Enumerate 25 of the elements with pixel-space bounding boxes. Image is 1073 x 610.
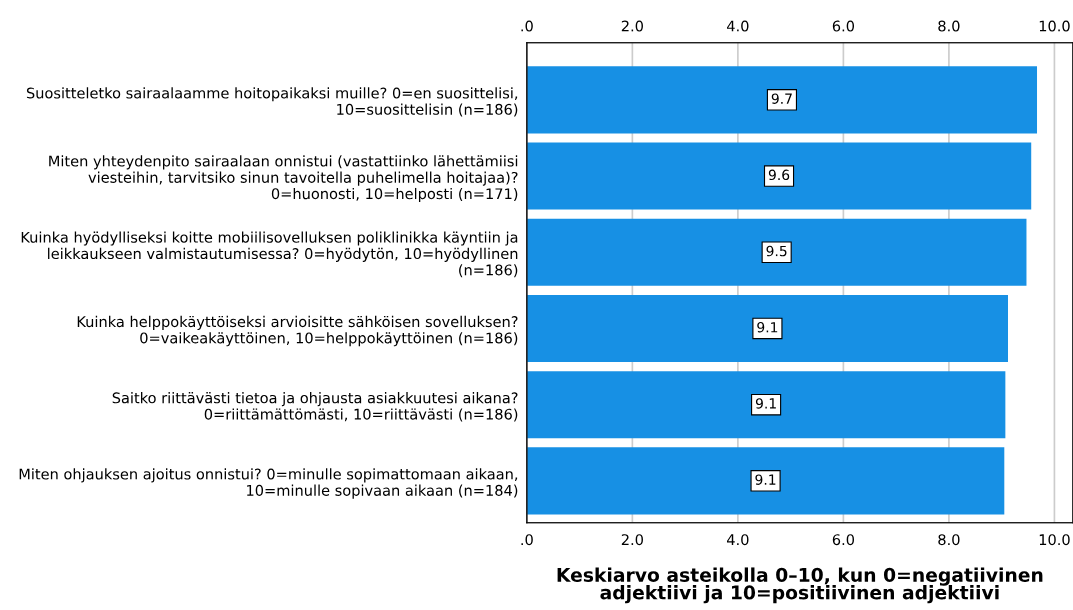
x2-tick-label: 6.0 (832, 20, 855, 32)
y-tick-label: Suositteletko sairaalaamme hoitopaikaksi muille? 0=en suosittelisi, 10=suosittelisin (n=186) (26, 87, 518, 117)
y-tick-label: Miten ohjauksen ajoitus onnistui? 0=minulle sopimattomaan aikaan, 10=minulle sopivaan aikaan (n=184) (19, 468, 518, 499)
data-label: 9.5 (766, 245, 787, 257)
data-label: 9.6 (768, 169, 790, 181)
x-tick-label: 8.0 (938, 534, 960, 546)
x2-tick-label: 2.0 (621, 20, 643, 32)
x2-tick-label: 8.0 (938, 20, 960, 32)
x2-tick-label: .0 (521, 20, 533, 32)
x-tick-label: 6.0 (832, 534, 855, 546)
data-label: 9.1 (755, 474, 776, 485)
y-tick-label: Saitko riittävästi tietoa ja ohjausta asiakkuutesi aikana? 0=riittämättömästi, 10=riittävästi (n=186) (112, 392, 518, 422)
x2-tick-label: 10.0 (1039, 20, 1070, 32)
x-tick-label: 4.0 (726, 534, 749, 546)
x-axis-title: Keskiarvo asteikolla 0–10, kun 0=negatiivinen adjektiivi ja 10=positiivinen adjektiivi (557, 567, 1043, 604)
data-label: 9.1 (757, 321, 778, 333)
data-label: 9.1 (755, 398, 776, 409)
y-tick-label: Miten yhteydenpito sairaalaan onnistui (vastattiinko lähettämiisi viesteihin, tarvitsiko sinun tavoitella puhelimella hoitajaa)? 0=huonosti, 10=helposti (n=171) (49, 155, 518, 203)
y-tick-label: Kuinka hyödylliseksi koitte mobiilisovelluksen poliklinikka käyntiin ja leikkaukseen valmistautumisessa? 0=hyödytön, 10=hyödyllinen (n=186) (21, 231, 518, 278)
x2-tick-label: 4.0 (726, 20, 749, 32)
data-label: 9.7 (771, 93, 792, 104)
x-tick-label: 2.0 (621, 534, 643, 546)
x-tick-label: .0 (521, 534, 533, 546)
x-tick-label: 10.0 (1039, 534, 1070, 546)
y-tick-label: Kuinka helppokäyttöiseksi arvioisitte sähköisen sovelluksen? 0=vaikeakäyttöinen, 10=helppokäyttöinen (n=186) (77, 315, 518, 347)
